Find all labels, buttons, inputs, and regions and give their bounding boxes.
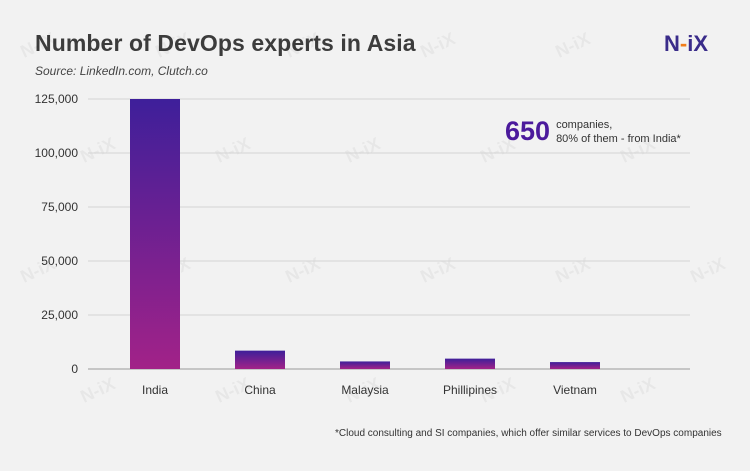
companies-count: 650 xyxy=(505,116,551,146)
companies-caption: companies, 80% of them - from India* xyxy=(556,118,681,146)
brand-logo-dash: - xyxy=(679,31,688,56)
bar-malaysia xyxy=(340,361,390,369)
y-tick-label: 75,000 xyxy=(41,200,78,214)
brand-logo-left: N xyxy=(664,31,680,56)
companies-caption-line1: companies, xyxy=(556,118,613,131)
companies-annotation: 650 companies, 80% of them - from India* xyxy=(505,116,681,147)
bar-vietnam xyxy=(550,362,600,369)
footnote: *Cloud consulting and SI companies, whic… xyxy=(335,428,722,439)
companies-caption-line2: 80% of them - from India* xyxy=(556,132,681,145)
y-tick-label: 25,000 xyxy=(41,308,78,322)
x-tick-label: China xyxy=(244,383,276,397)
source-note: Source: LinkedIn.com, Clutch.co xyxy=(35,64,208,78)
brand-logo-right: iX xyxy=(687,31,709,56)
brand-logo: N-iX xyxy=(664,31,708,57)
x-tick-label: India xyxy=(142,383,168,397)
x-tick-label: Vietnam xyxy=(553,383,597,397)
bar-china xyxy=(235,350,285,369)
y-tick-label: 0 xyxy=(71,362,78,376)
y-tick-label: 125,000 xyxy=(35,92,79,106)
y-tick-label: 50,000 xyxy=(41,254,78,268)
y-tick-label: 100,000 xyxy=(35,146,79,160)
bar-india xyxy=(130,99,180,369)
bar-phillipines xyxy=(445,358,495,369)
x-tick-label: Malaysia xyxy=(341,383,389,397)
x-tick-label: Phillipines xyxy=(443,383,497,397)
page-title: Number of DevOps experts in Asia xyxy=(35,30,416,56)
